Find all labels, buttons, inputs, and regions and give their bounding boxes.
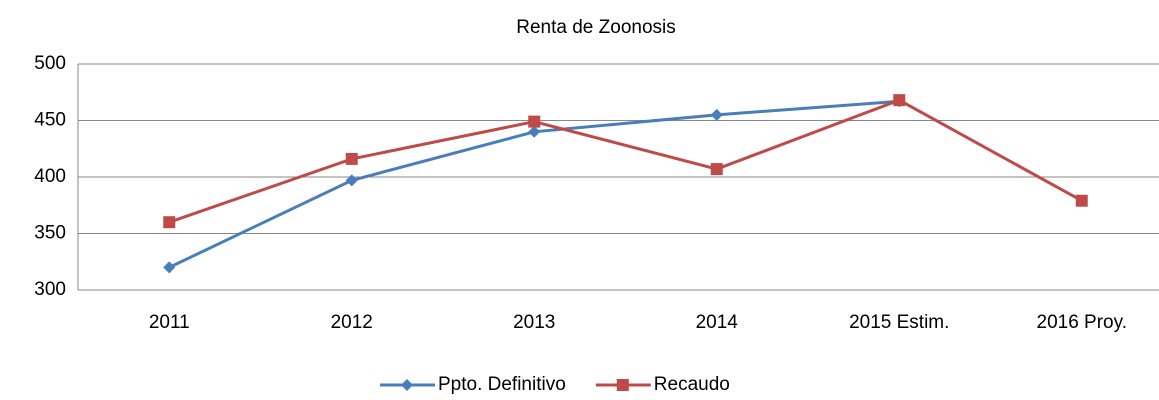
- x-tick-label: 2016 Proy.: [1037, 312, 1127, 333]
- y-tick-label: 450: [34, 110, 66, 131]
- y-tick-label: 500: [34, 53, 66, 74]
- data-point: [345, 152, 358, 165]
- data-point: [710, 163, 723, 176]
- data-point: [163, 261, 176, 274]
- series-line: [168, 98, 1083, 224]
- y-tick-label: 400: [34, 166, 66, 187]
- legend-label: Recaudo: [654, 374, 730, 395]
- legend-marker: [616, 379, 629, 391]
- data-point: [710, 108, 723, 121]
- y-tick-label: 300: [34, 279, 66, 300]
- x-tick-label: 2011: [149, 312, 190, 333]
- legend-label: Ppto. Definitivo: [438, 374, 566, 395]
- y-tick-label: 350: [34, 223, 66, 244]
- legend-marker: [401, 379, 413, 391]
- data-point: [528, 125, 541, 138]
- data-point: [893, 94, 906, 107]
- data-point: [528, 115, 541, 128]
- x-tick-label: 2012: [331, 312, 373, 333]
- data-point: [345, 174, 358, 187]
- x-tick-label: 2015 Estim.: [849, 312, 949, 333]
- data-point: [1075, 194, 1088, 207]
- x-tick-label: 2013: [513, 312, 555, 333]
- x-tick-label: 2014: [696, 312, 739, 333]
- data-point: [163, 216, 176, 229]
- chart-title: Renta de Zoonosis: [516, 17, 676, 38]
